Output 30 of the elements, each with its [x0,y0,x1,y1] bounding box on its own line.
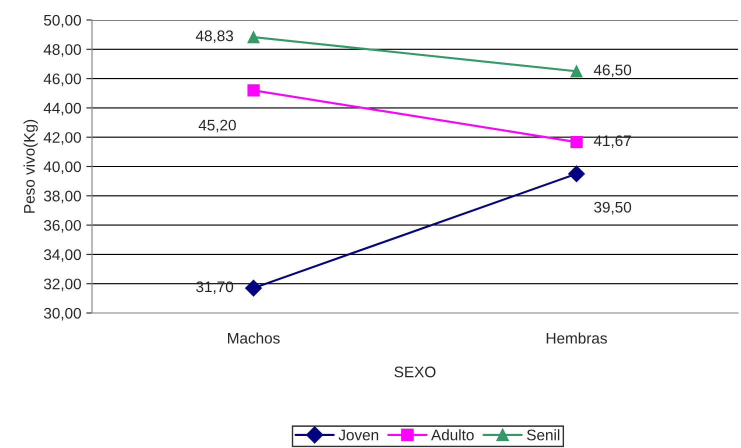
data-label: 31,70 [196,281,234,294]
y-tick-label: 44,00 [44,102,81,116]
y-tick-label: 34,00 [44,249,81,262]
x-tick-label: Machos [228,332,280,344]
x-axis-title: SEXO [394,366,436,378]
y-tick-label: 36,00 [44,220,81,233]
point [247,31,260,44]
point [247,84,260,96]
legend-label: Senil [527,429,560,440]
x-tick-label: Hembras [546,332,607,344]
point [245,280,262,296]
point [570,65,583,78]
y-axis-title: Peso vivo(Kg) [24,120,38,213]
y-tick-label: 40,00 [44,161,81,174]
y-tick-label: 38,00 [44,190,81,204]
data-label: 46,50 [594,64,632,78]
data-label: 41,67 [594,135,631,148]
y-tick-label: 32,00 [44,278,81,292]
data-label: 39,50 [594,202,632,214]
data-label: 45,20 [198,120,236,132]
y-tick-label: 30,00 [44,308,81,320]
legend-label: Joven [338,430,378,440]
data-label: 48,83 [196,30,234,44]
legend-label: Adulto [431,429,474,440]
y-tick-label: 42,00 [44,132,81,145]
point [568,165,585,182]
y-tick-label: 48,00 [44,44,81,57]
y-tick-label: 50,00 [44,14,81,28]
point [570,136,583,148]
y-tick-label: 46,00 [44,73,81,86]
